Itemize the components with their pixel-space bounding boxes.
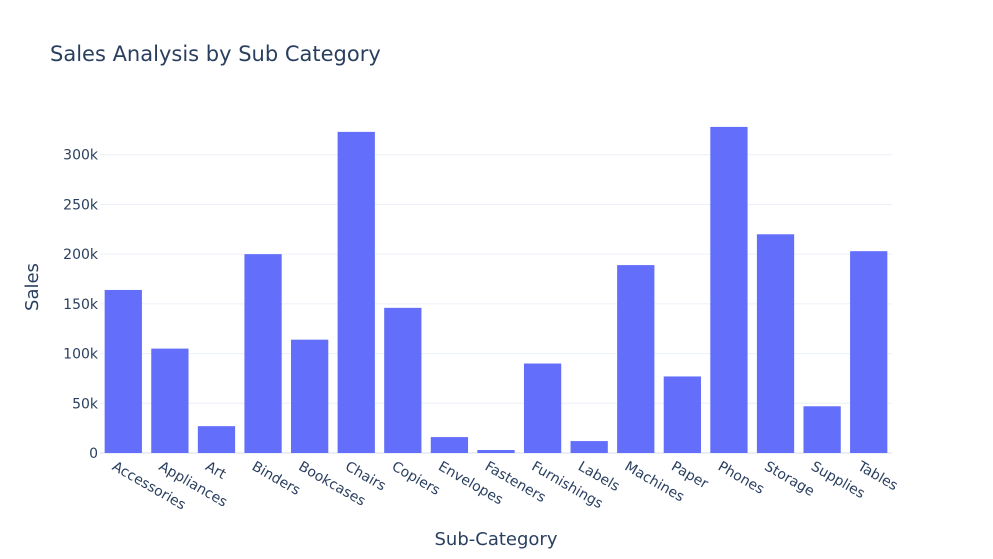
x-tick-label: Storage bbox=[762, 459, 817, 500]
y-tick-label: 50k bbox=[72, 396, 99, 412]
bar-phones bbox=[710, 126, 748, 453]
bar-chairs bbox=[337, 131, 375, 453]
chart-title: Sales Analysis by Sub Category bbox=[50, 42, 381, 66]
y-tick-label: 300k bbox=[63, 148, 99, 164]
bar-paper bbox=[663, 376, 701, 453]
bar-storage bbox=[756, 234, 795, 453]
bar-tables bbox=[850, 251, 888, 453]
y-tick-label: 250k bbox=[63, 197, 99, 213]
y-tick-label: 150k bbox=[63, 297, 99, 313]
x-tick-label: Art bbox=[202, 459, 228, 484]
y-axis-label: Sales bbox=[22, 263, 43, 311]
bar-machines bbox=[617, 265, 655, 453]
bars bbox=[104, 126, 888, 453]
y-tick-label: 200k bbox=[63, 247, 99, 263]
bar-supplies bbox=[803, 406, 841, 453]
bar-labels bbox=[570, 441, 608, 453]
bar-accessories bbox=[104, 289, 142, 453]
bar-furnishings bbox=[523, 363, 562, 453]
bar-fasteners bbox=[477, 450, 515, 453]
x-tick-label: Binders bbox=[249, 459, 303, 499]
x-axis-label: Sub-Category bbox=[435, 529, 558, 550]
bar-bookcases bbox=[291, 339, 329, 453]
bar-binders bbox=[244, 254, 282, 453]
bar-envelopes bbox=[430, 437, 469, 453]
y-axis-ticks: 0 50k 100k 150k 200k 250k 300k bbox=[63, 148, 99, 462]
bar-art bbox=[197, 426, 236, 453]
x-tick-label: Copiers bbox=[389, 459, 443, 499]
x-tick-label: Phones bbox=[715, 459, 767, 498]
y-tick-label: 0 bbox=[89, 446, 98, 462]
bar-copiers bbox=[384, 307, 422, 453]
bar-appliances bbox=[151, 348, 189, 453]
y-tick-label: 100k bbox=[63, 347, 99, 363]
